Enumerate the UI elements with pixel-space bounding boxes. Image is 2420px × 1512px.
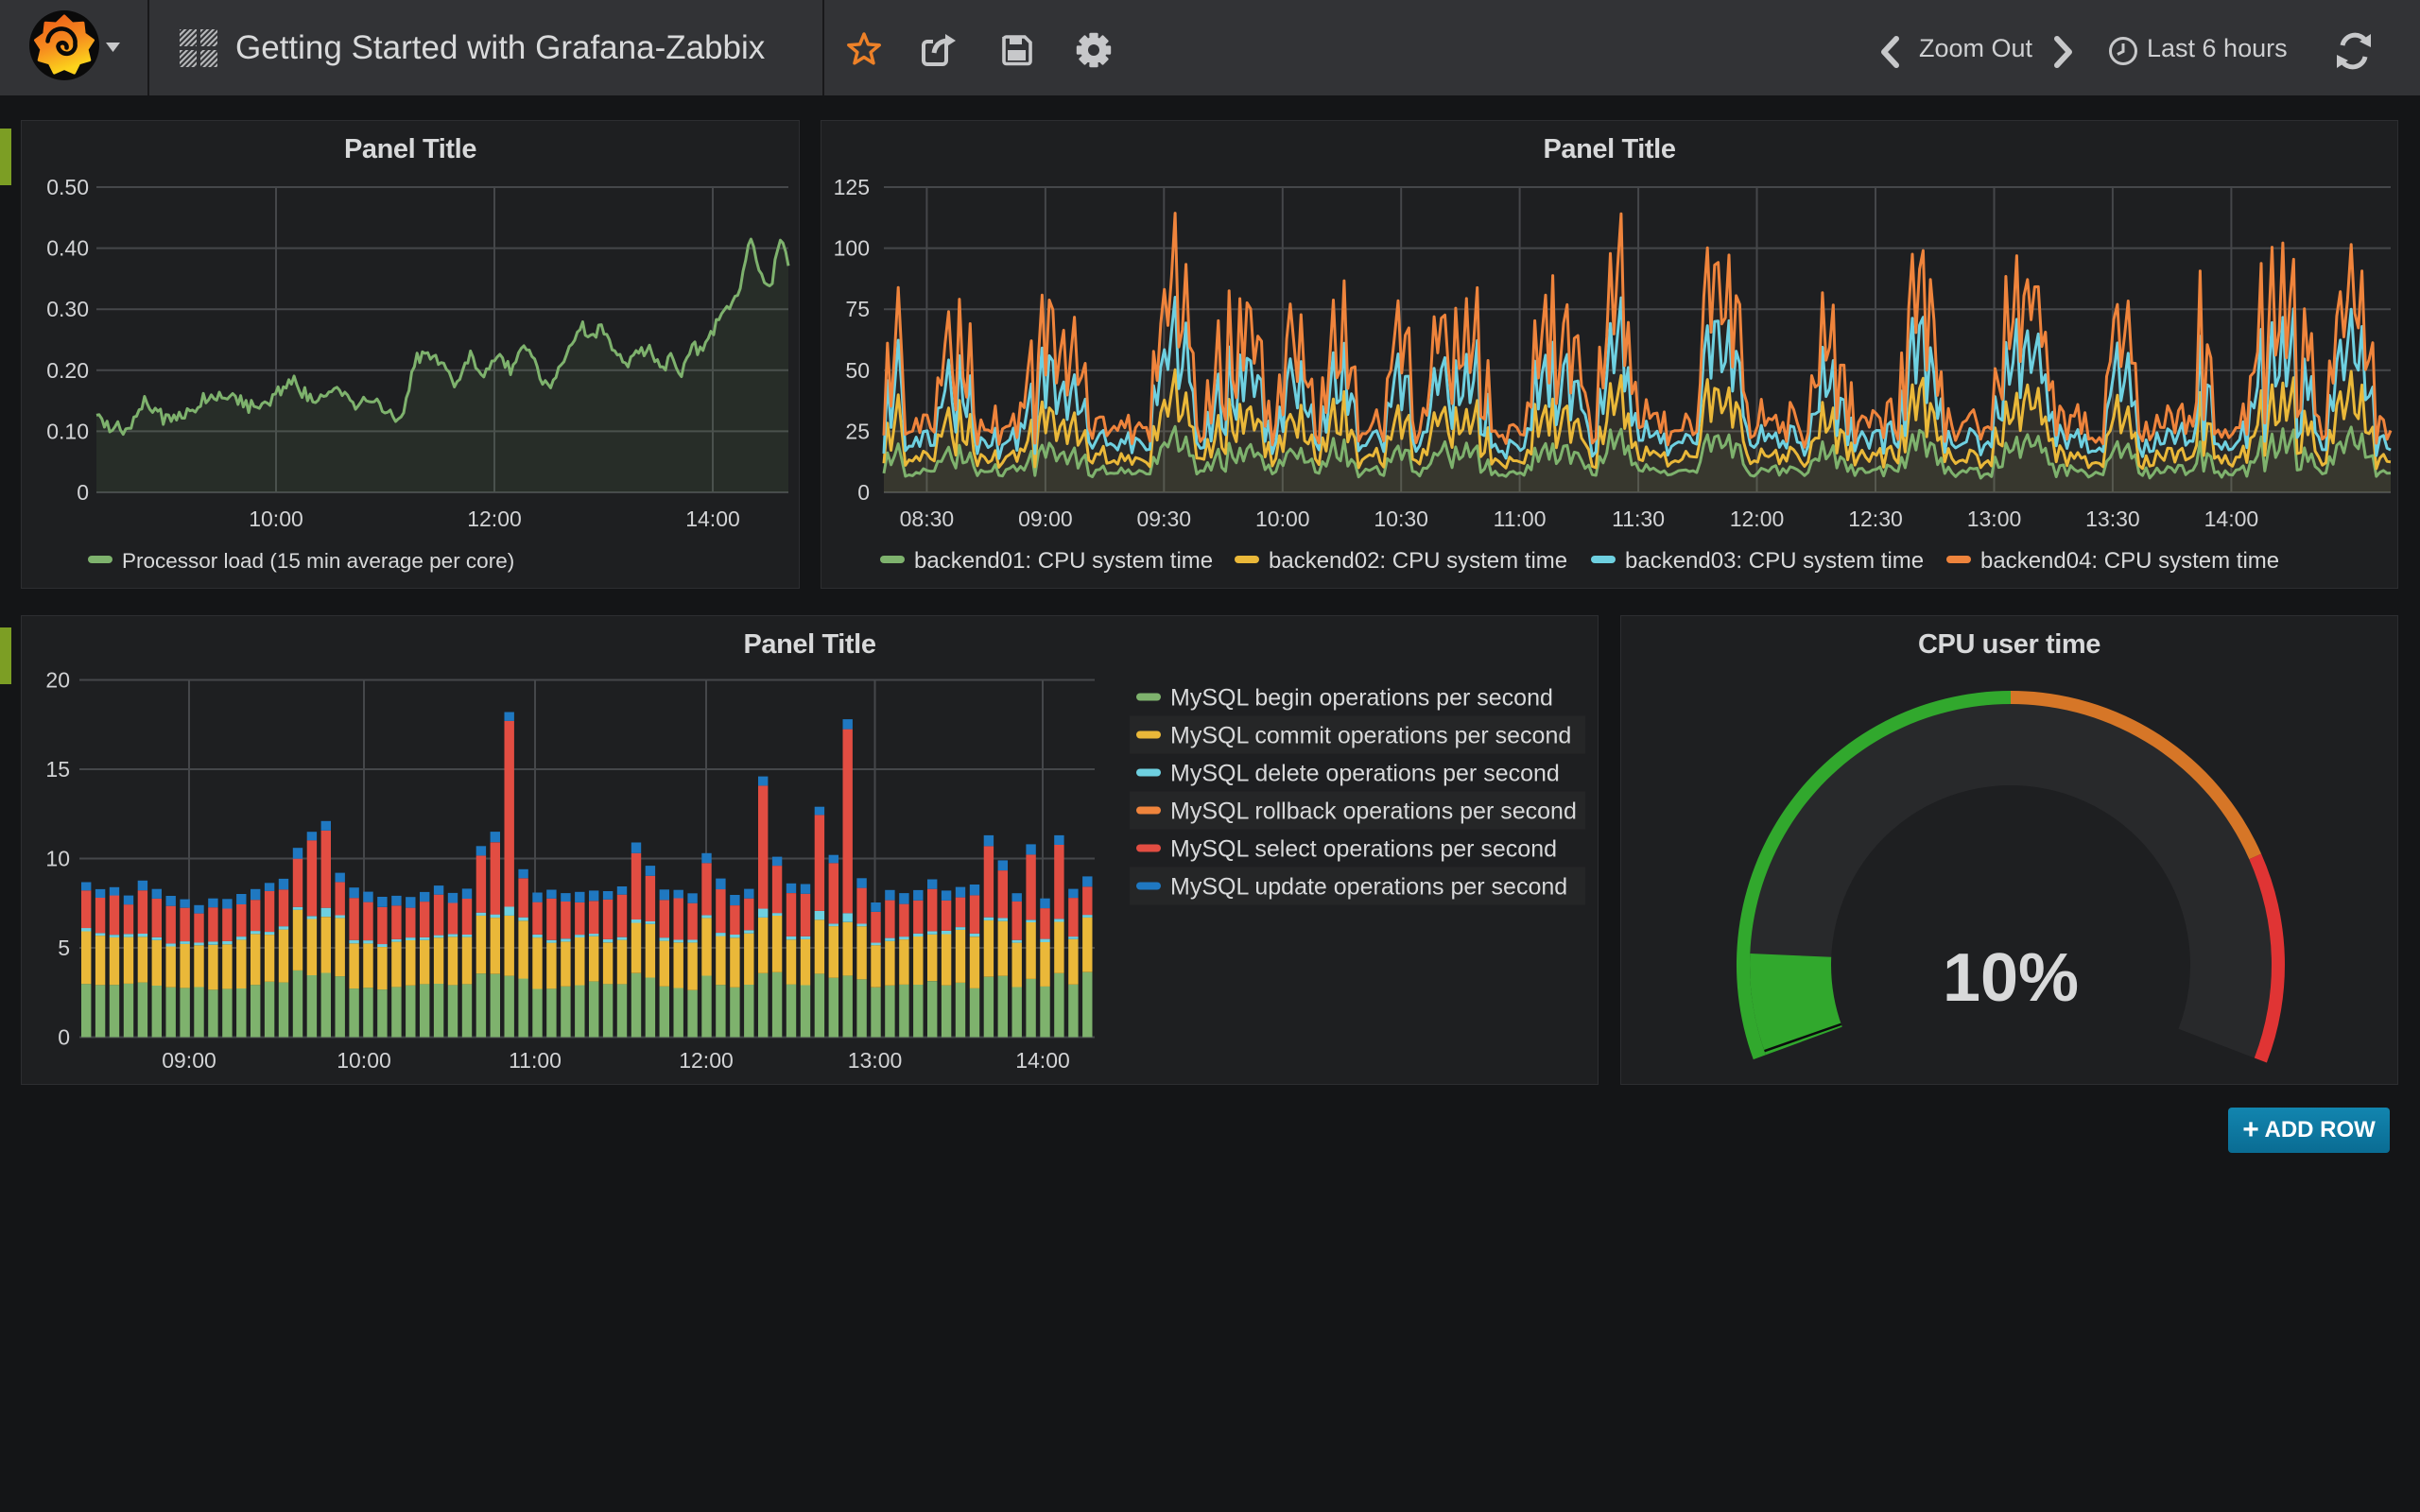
svg-text:backend02: CPU system time: backend02: CPU system time xyxy=(1269,548,1567,574)
svg-text:12:00: 12:00 xyxy=(679,1048,734,1073)
svg-text:MySQL commit operations per se: MySQL commit operations per second xyxy=(1170,723,1571,749)
svg-text:5: 5 xyxy=(58,936,70,960)
svg-text:75: 75 xyxy=(845,297,870,321)
svg-text:20: 20 xyxy=(45,668,70,693)
svg-text:09:00: 09:00 xyxy=(1018,507,1073,531)
svg-text:Processor load (15 min average: Processor load (15 min average per core) xyxy=(122,549,514,573)
svg-text:13:30: 13:30 xyxy=(2085,507,2140,531)
svg-text:13:00: 13:00 xyxy=(1967,507,2022,531)
svg-text:09:00: 09:00 xyxy=(162,1048,216,1073)
svg-text:100: 100 xyxy=(834,236,870,261)
svg-text:MySQL rollback operations per: MySQL rollback operations per second xyxy=(1170,799,1577,825)
svg-text:11:00: 11:00 xyxy=(1494,507,1547,531)
svg-text:13:00: 13:00 xyxy=(848,1048,903,1073)
svg-text:backend04: CPU system time: backend04: CPU system time xyxy=(1980,548,2279,574)
svg-text:125: 125 xyxy=(834,175,870,199)
svg-text:10%: 10% xyxy=(1943,940,2079,1016)
svg-text:MySQL select operations per se: MySQL select operations per second xyxy=(1170,836,1557,863)
svg-text:10: 10 xyxy=(45,847,70,871)
svg-text:10:00: 10:00 xyxy=(1255,507,1310,531)
svg-text:0.50: 0.50 xyxy=(46,175,89,199)
svg-text:11:30: 11:30 xyxy=(1612,507,1665,531)
svg-text:MySQL update operations per se: MySQL update operations per second xyxy=(1170,874,1567,901)
svg-text:14:00: 14:00 xyxy=(1015,1048,1070,1073)
svg-text:12:00: 12:00 xyxy=(1730,507,1785,531)
svg-text:backend03: CPU system time: backend03: CPU system time xyxy=(1625,548,1924,574)
svg-text:08:30: 08:30 xyxy=(900,507,955,531)
svg-text:11:00: 11:00 xyxy=(509,1048,562,1073)
svg-text:MySQL delete operations per se: MySQL delete operations per second xyxy=(1170,761,1560,787)
svg-text:0.40: 0.40 xyxy=(46,236,89,261)
svg-text:50: 50 xyxy=(845,358,870,383)
svg-text:0: 0 xyxy=(857,480,870,505)
svg-text:0: 0 xyxy=(77,480,89,505)
svg-text:10:30: 10:30 xyxy=(1374,507,1428,531)
svg-text:0.30: 0.30 xyxy=(46,297,89,321)
svg-text:0.10: 0.10 xyxy=(46,419,89,443)
svg-text:12:00: 12:00 xyxy=(467,507,522,531)
svg-text:25: 25 xyxy=(845,419,870,443)
svg-text:14:00: 14:00 xyxy=(685,507,740,531)
svg-text:09:30: 09:30 xyxy=(1137,507,1192,531)
svg-text:10:00: 10:00 xyxy=(249,507,303,531)
svg-text:0.20: 0.20 xyxy=(46,358,89,383)
svg-text:15: 15 xyxy=(45,757,70,782)
svg-text:backend01: CPU system time: backend01: CPU system time xyxy=(914,548,1213,574)
svg-text:14:00: 14:00 xyxy=(2204,507,2259,531)
svg-text:MySQL begin operations per sec: MySQL begin operations per second xyxy=(1170,685,1553,712)
svg-text:12:30: 12:30 xyxy=(1848,507,1903,531)
svg-text:0: 0 xyxy=(58,1025,70,1050)
svg-text:10:00: 10:00 xyxy=(337,1048,391,1073)
